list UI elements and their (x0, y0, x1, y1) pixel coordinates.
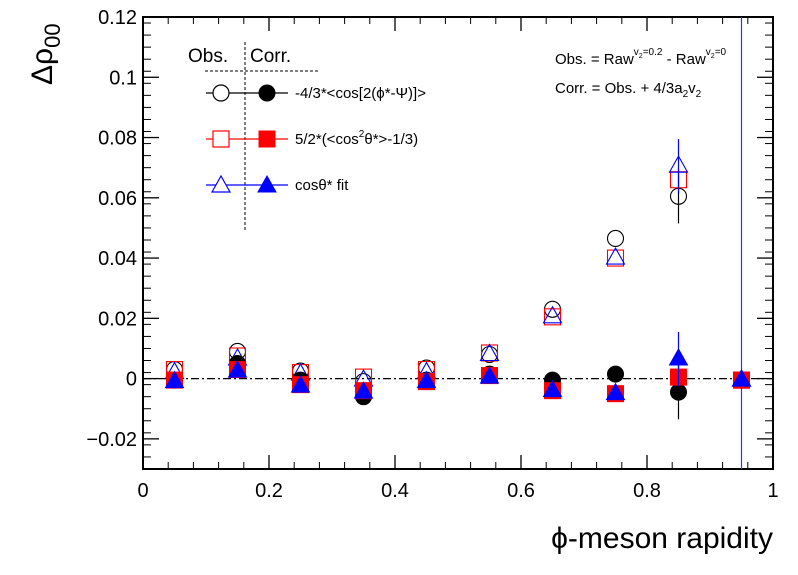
y-tick-label: 0.08 (98, 128, 137, 150)
data-point-triangle-corr (542, 379, 563, 398)
data-point-triangle-obs (542, 305, 563, 324)
note2-sub2: 2 (696, 89, 702, 100)
legend-marker-cos2phi-obs (212, 84, 230, 102)
data-point-triangle-obs (479, 343, 500, 362)
y-axis-title: Δρ00 (26, 23, 65, 85)
note1-sup1: v (634, 47, 639, 58)
data-point-triangle-corr (353, 381, 374, 399)
data-point-square-obs (606, 249, 625, 267)
data-point-triangle-corr (290, 375, 311, 393)
note2-sub1: 2 (683, 89, 689, 100)
legend-header-corr: Corr. (250, 46, 291, 67)
x-tick-label: 0.8 (633, 480, 661, 502)
reference-lines (143, 17, 773, 469)
data-point-square-obs (543, 308, 562, 326)
note2-pre: Corr. = Obs. + 4/3a (555, 80, 683, 97)
y-tick-label: 0.06 (98, 188, 137, 210)
legend-label-cos2theta: 5/2*(<cos2θ*>-1/3) (295, 129, 418, 148)
y-axis-title-sub: 00 (40, 23, 65, 47)
y-axis-title-main: Δρ (26, 48, 59, 85)
annotation-corr-line: Corr. = Obs. + 4/3a2v2 (555, 80, 702, 100)
annotation-obs-line: Obs. = Rawv2=0.2 - Rawv2=0 (555, 47, 727, 68)
svg-text:Δρ00: Δρ00 (26, 23, 65, 85)
x-axis-title: ϕ-meson rapidity (551, 522, 773, 555)
legend-marker-cos2phi-corr (258, 84, 276, 102)
x-tick-label: 0.6 (507, 480, 535, 502)
x-tick-label: 0 (137, 480, 148, 502)
note1-pre: Obs. = Raw (555, 51, 634, 68)
x-tick-label: 0.2 (255, 480, 283, 502)
data-point-triangle-corr (164, 370, 185, 389)
data-marks (164, 139, 752, 420)
note1-subsup1: 2 (639, 53, 643, 60)
y-tick-label: 0 (126, 369, 137, 391)
data-point-circle-corr (607, 365, 624, 383)
legend-label-cos2theta-pre: 5/2*(<cos (295, 131, 359, 148)
note1-sup2: v (706, 47, 711, 58)
data-point-circle-obs (606, 229, 625, 248)
note1-sup1-tail: =0.2 (643, 47, 663, 58)
legend-label-cos2theta-sup: 2 (359, 129, 365, 140)
note1-subsup2: 2 (711, 53, 715, 60)
note2-mid: v (688, 80, 696, 97)
legend-label-cos2theta-post: θ*>-1/3) (364, 131, 418, 148)
note1-sup2-tail: =0 (715, 47, 727, 58)
legend-label-cos2phi: -4/3*<cos[2(ϕ*-Ψ)]> (295, 85, 426, 102)
legend: Obs. Corr. -4/3*<cos[2(ϕ*-Ψ)]> 5/2*(<cos… (188, 42, 426, 230)
legend-marker-fit-corr (257, 174, 277, 193)
note1-mid: - Raw (662, 51, 706, 68)
data-point-square-obs (480, 344, 499, 362)
data-point-triangle-corr (227, 360, 248, 378)
legend-marker-cos2theta-corr (258, 130, 276, 148)
data-point-triangle-corr (731, 369, 752, 387)
legend-header-obs: Obs. (188, 46, 228, 67)
y-tick-label: 0.12 (98, 7, 137, 29)
data-point-triangle-obs (605, 246, 626, 265)
data-point-triangle-corr (668, 347, 689, 366)
x-tick-label: 0.4 (381, 480, 409, 502)
data-point-triangle-corr (479, 366, 500, 384)
data-point-triangle-obs (668, 155, 689, 173)
data-point-triangle-corr (605, 382, 626, 401)
data-point-circle-corr (670, 383, 687, 401)
plot-frame (142, 16, 774, 470)
x-tick-label: 1 (767, 480, 778, 502)
axis-ticks: 0 0.2 0.4 0.6 0.8 1 −0.02 0 0.02 0.04 0.06 0.08 0.1 0… (86, 7, 778, 502)
y-tick-label: 0.04 (98, 248, 137, 270)
y-tick-label: −0.02 (86, 429, 137, 451)
legend-marker-fit-obs (210, 174, 232, 193)
y-tick-label: 0.1 (109, 67, 137, 89)
y-tick-label: 0.02 (98, 308, 137, 330)
data-point-triangle-corr (416, 370, 437, 389)
annotation: Obs. = Rawv2=0.2 - Rawv2=0 Corr. = Obs. … (555, 47, 727, 100)
legend-marker-cos2theta-obs (212, 130, 230, 148)
legend-label-fit: cosθ* fit (295, 177, 349, 194)
